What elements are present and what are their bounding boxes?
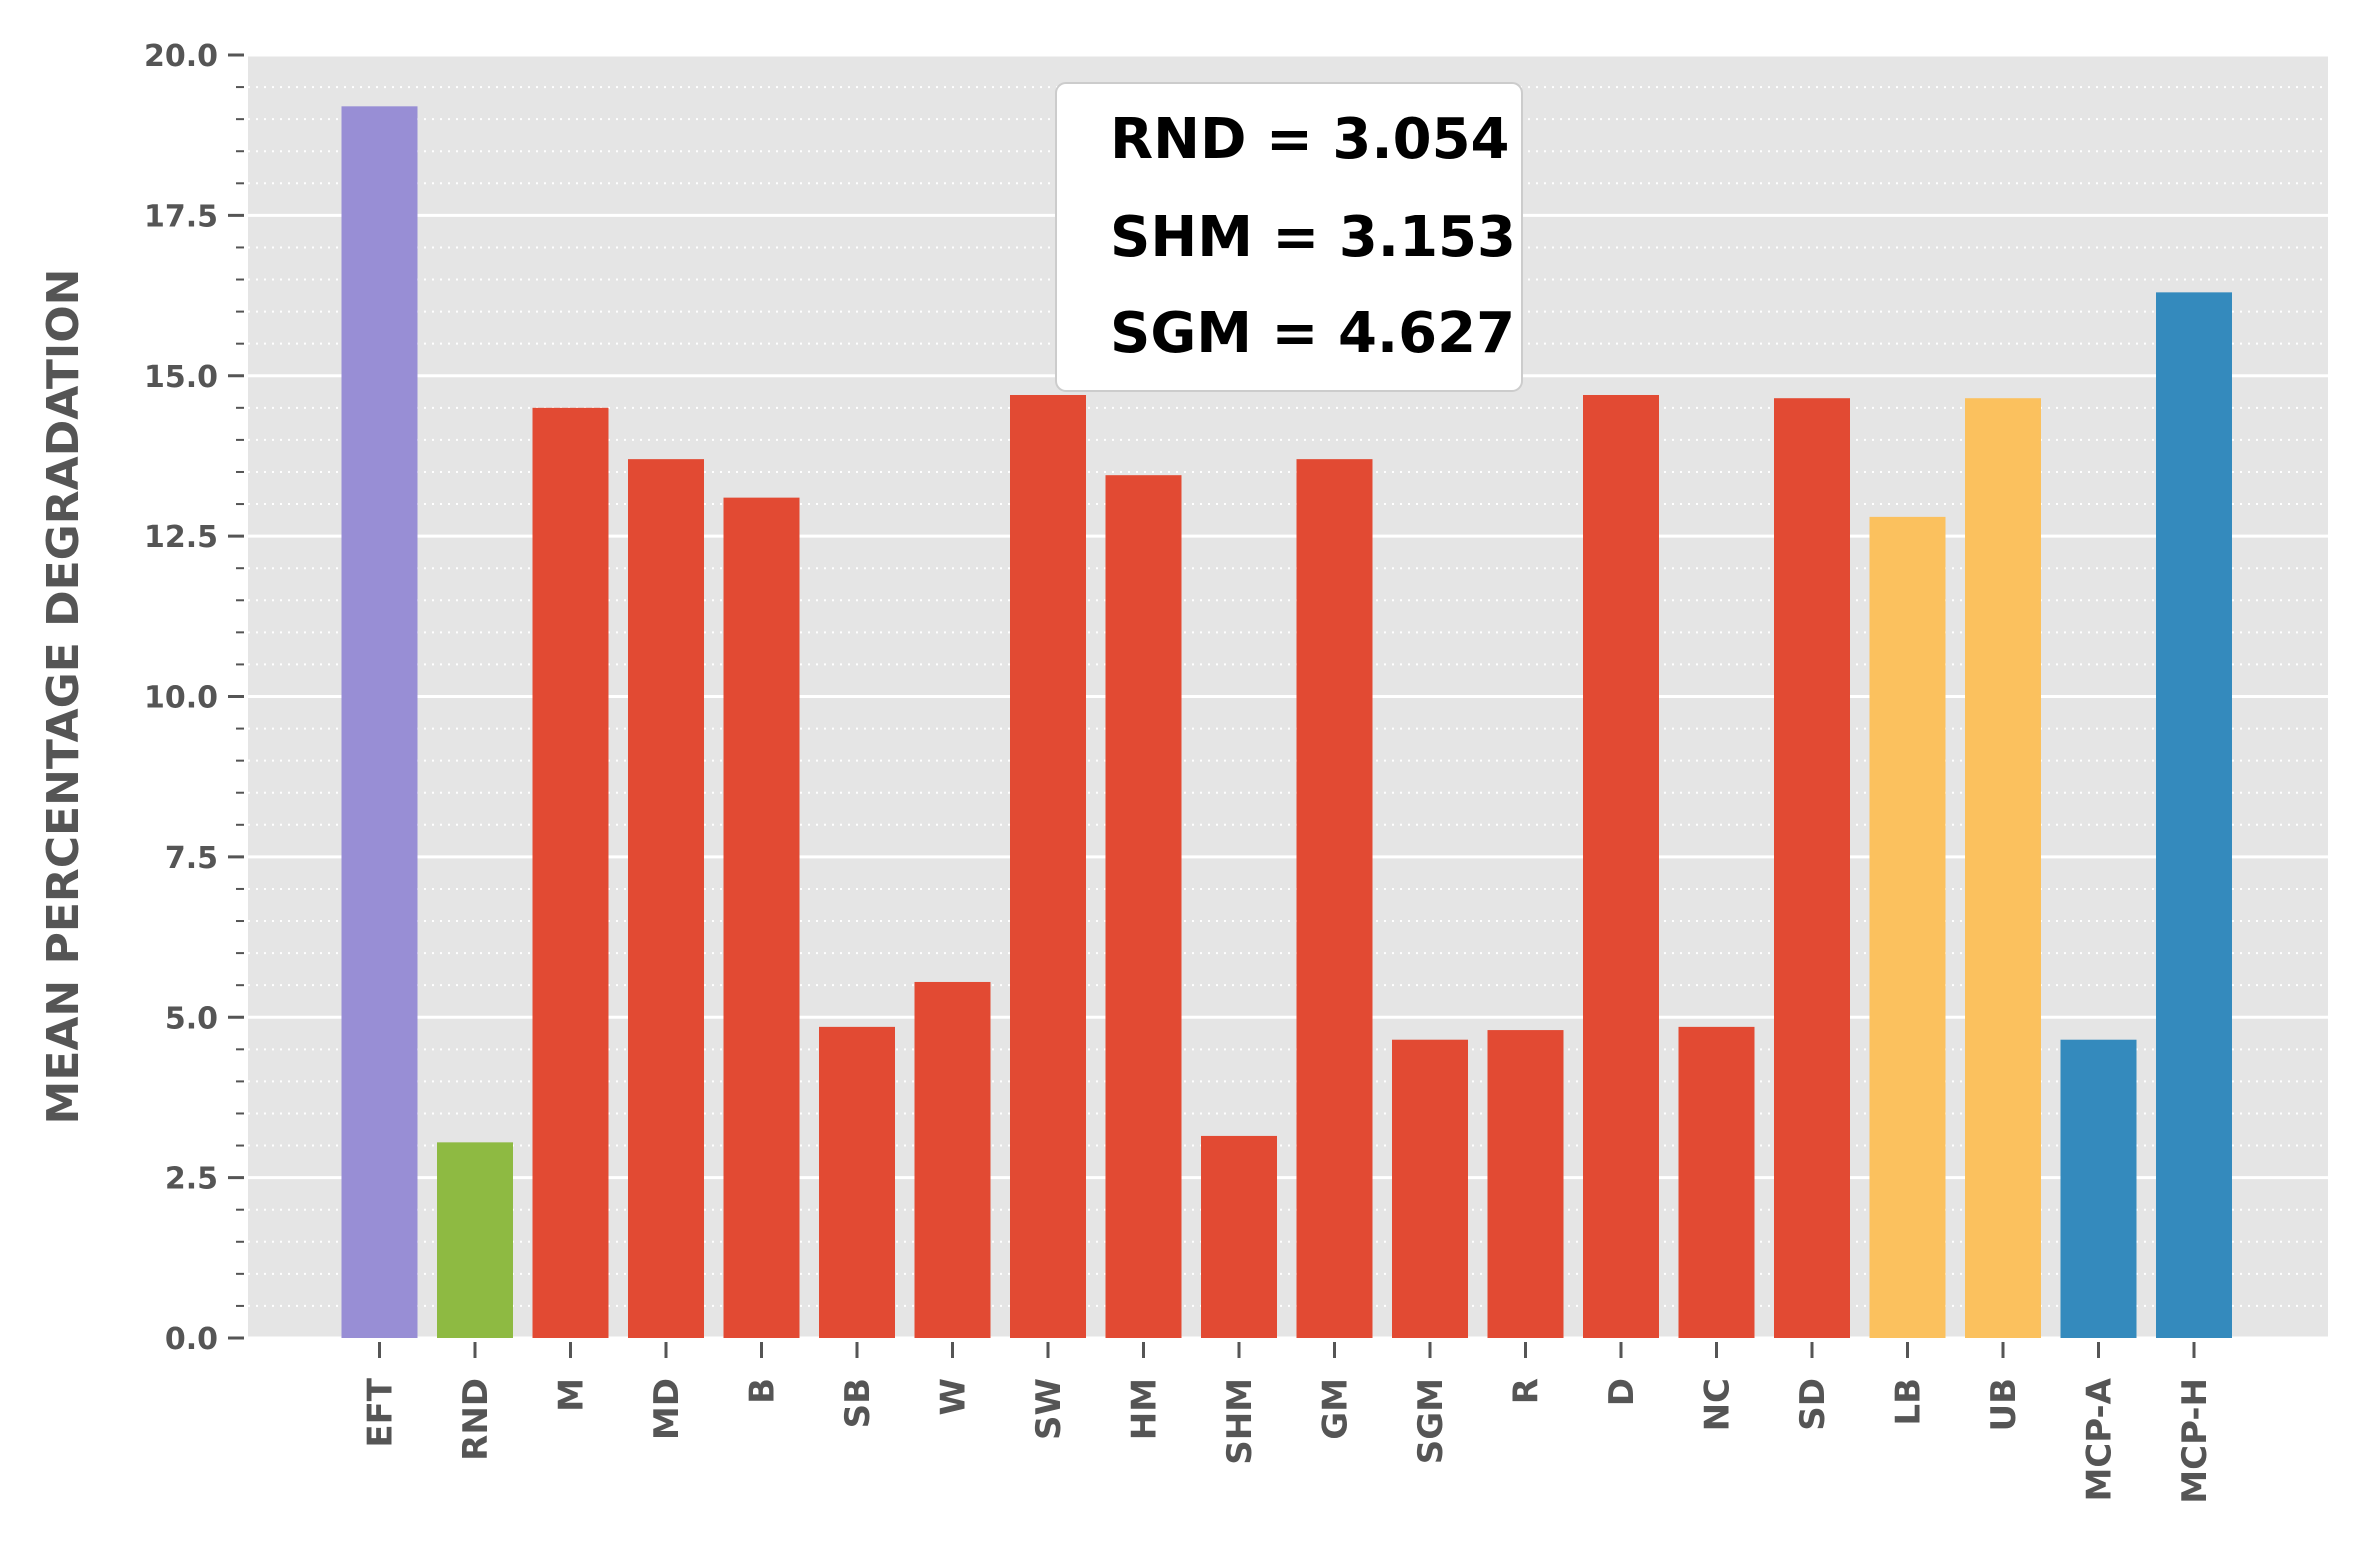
bar-ub [1965,398,2041,1338]
y-tick-label: 7.5 [165,841,218,876]
x-tick-label: W [934,1378,974,1416]
annotation-line: SGM = 4.627 [1110,301,1515,366]
x-tick-label: NC [1698,1378,1738,1431]
y-tick-label: 12.5 [144,520,218,555]
y-tick-label: 15.0 [144,360,218,395]
bar-nc [1678,1026,1755,1338]
annotation-line: SHM = 3.153 [1110,205,1516,270]
x-tick-label: M [552,1378,592,1412]
y-tick-label: 2.5 [165,1162,218,1197]
bar-w [914,981,991,1338]
x-tick-label: MD [647,1378,687,1440]
x-tick-label: MCP-H [2175,1378,2215,1504]
bar-md [628,459,704,1338]
y-axis: 0.0 2.5 5.0 7.5 10.0 12.5 15.0 17.5 20.0 [144,39,244,1357]
bar-b [723,497,800,1338]
x-tick-label: SGM [1411,1378,1451,1464]
bar-sgm [1392,1039,1468,1338]
bar-eft [341,106,418,1339]
bar-d [1583,394,1659,1338]
bar-hm [1105,475,1182,1338]
bar-sw [1010,394,1086,1338]
annotation-line: RND = 3.054 [1110,107,1510,172]
x-tick-label: SW [1029,1378,1069,1440]
bar-sb [819,1026,895,1338]
x-tick-label: SD [1793,1378,1833,1431]
y-tick-label: 20.0 [144,39,218,74]
bar-gm [1296,459,1373,1338]
x-tick-label: GM [1316,1378,1356,1440]
bars [341,106,2232,1339]
y-tick-label: 0.0 [165,1322,218,1357]
y-axis-title: MEAN PERCENTAGE DEGRADATION [38,269,89,1125]
x-tick-label: B [743,1378,783,1404]
bar-shm [1201,1135,1277,1338]
bar-mcp-a [2060,1039,2137,1338]
bar-rnd [437,1142,513,1338]
bar-r [1487,1030,1564,1338]
annotation-box: RND = 3.054 SHM = 3.153 SGM = 4.627 [1055,82,1523,392]
x-tick-label: EFT [361,1377,401,1447]
x-tick-label: SHM [1220,1378,1260,1465]
y-tick-label: 10.0 [144,681,218,716]
annotation-frame [1055,82,1523,392]
y-tick-label: 5.0 [165,1001,218,1036]
x-tick-label: R [1507,1378,1547,1404]
x-tick-label: SB [838,1378,878,1428]
x-axis: EFT RND M MD B SB W SW HM SHM GM SGM R D NC SD LB UB MCP-A… [361,1342,2215,1504]
bar-m [532,407,609,1338]
bar-lb [1869,516,1946,1338]
x-tick-label: UB [1984,1378,2024,1432]
x-tick-label: LB [1889,1378,1929,1426]
x-tick-label: MCP-A [2080,1377,2120,1501]
x-tick-label: RND [456,1378,496,1461]
x-tick-label: D [1602,1378,1642,1406]
bar-sd [1774,398,1850,1338]
x-tick-label: HM [1125,1378,1165,1440]
y-tick-label: 17.5 [144,199,218,234]
bar-mcp-h [2156,292,2232,1339]
